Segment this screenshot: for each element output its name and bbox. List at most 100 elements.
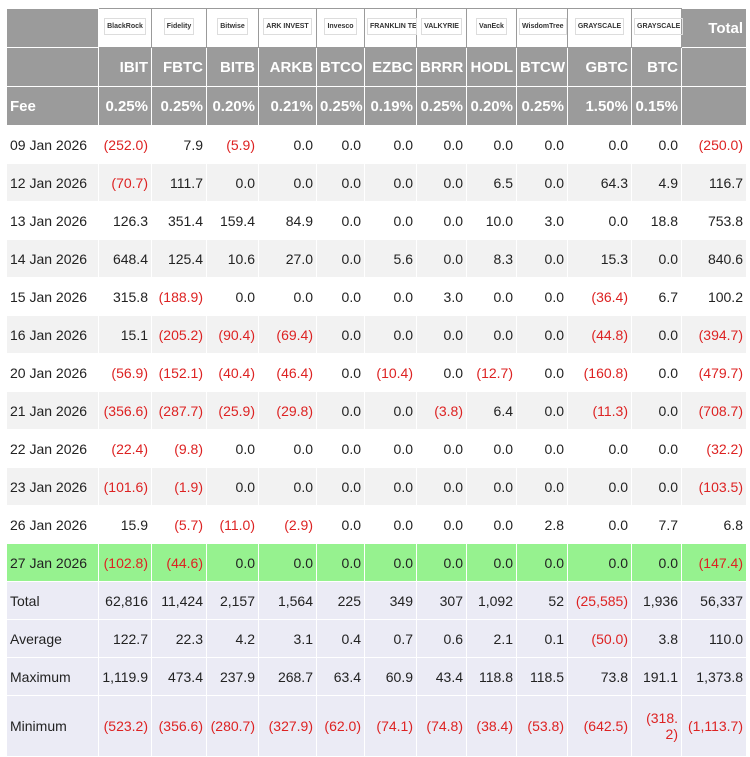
flow-value: (11.3): [567, 391, 632, 430]
flow-value: (102.8): [98, 543, 152, 582]
date: 22 Jan 2026: [6, 429, 99, 468]
corner-cell: [6, 8, 99, 48]
flow-value: 0.0: [567, 467, 632, 506]
fee-value: 0.25%: [151, 86, 207, 126]
issuer-logo-cell: BlackRock: [98, 8, 152, 48]
etf-flow-table: BlackRock Fidelity Bitwise ARK INVEST Invesc…: [6, 8, 747, 757]
flow-value: 0.0: [316, 125, 365, 164]
flow-value: 0.0: [206, 163, 259, 202]
flow-value: 0.0: [364, 391, 417, 430]
summary-value: 0.7: [364, 619, 417, 658]
ticker-row: IBIT FBTC BITB ARKB BTCO EZBC BRRR HODL BTCW GBTC…: [6, 47, 747, 87]
date: 15 Jan 2026: [6, 277, 99, 316]
flow-value: 0.0: [316, 315, 365, 354]
date: 20 Jan 2026: [6, 353, 99, 392]
flow-value: 0.0: [316, 543, 365, 582]
summary-value: 52: [516, 581, 568, 620]
summary-value: 62,816: [98, 581, 152, 620]
summary-value: (280.7): [206, 695, 259, 757]
flow-value: 0.0: [631, 467, 682, 506]
summary-value: 110.0: [681, 619, 747, 658]
summary-label: Maximum: [6, 657, 99, 696]
flow-value: 0.0: [516, 391, 568, 430]
summary-value: 1,936: [631, 581, 682, 620]
flow-value: 3.0: [416, 277, 467, 316]
flow-value: 0.0: [567, 125, 632, 164]
summary-value: 4.2: [206, 619, 259, 658]
flow-value: 648.4: [98, 239, 152, 278]
flow-value: 0.0: [316, 353, 365, 392]
flow-value: 0.0: [206, 277, 259, 316]
summary-value: 225: [316, 581, 365, 620]
corner-cell: [6, 47, 99, 87]
flow-value: (56.9): [98, 353, 152, 392]
fee-value: 0.25%: [416, 86, 467, 126]
flow-value: (1.9): [151, 467, 207, 506]
flow-value: 111.7: [151, 163, 207, 202]
flow-value: 0.0: [364, 201, 417, 240]
issuer-logo: VALKYRIE: [421, 17, 462, 35]
issuer-logo-cell: VALKYRIE: [416, 8, 467, 48]
summary-value: 268.7: [258, 657, 317, 696]
summary-value: 118.8: [466, 657, 517, 696]
flow-value: 116.7: [681, 163, 747, 202]
flow-value: (103.5): [681, 467, 747, 506]
flow-value: 6.8: [681, 505, 747, 544]
flow-row: 20 Jan 2026 (56.9) (152.1) (40.4) (46.4) 0.0(…: [6, 353, 747, 392]
flow-value: 0.0: [466, 429, 517, 468]
ticker: BTC: [631, 47, 682, 87]
summary-row: Average 122.7 22.3 4.2 3.1 0.4 0.7 0.6 2.1 0.1 (50…: [6, 619, 747, 658]
summary-value: 1,564: [258, 581, 317, 620]
flow-value: 15.9: [98, 505, 152, 544]
flow-value: 0.0: [516, 315, 568, 354]
flow-value: 6.5: [466, 163, 517, 202]
flow-value: 8.3: [466, 239, 517, 278]
flow-value: 0.0: [416, 315, 467, 354]
flow-value: (5.9): [206, 125, 259, 164]
fee-value: 0.20%: [466, 86, 517, 126]
flow-value: 0.0: [416, 505, 467, 544]
flow-value: 0.0: [316, 429, 365, 468]
flow-value: 10.6: [206, 239, 259, 278]
flow-row: 21 Jan 2026 (356.6) (287.7) (25.9) (29.8) 0.0…: [6, 391, 747, 430]
flow-value: 15.3: [567, 239, 632, 278]
summary-value: 473.4: [151, 657, 207, 696]
flow-value: 0.0: [516, 353, 568, 392]
issuer-logo-cell: Bitwise: [206, 8, 259, 48]
flow-value: 0.0: [466, 125, 517, 164]
date: 23 Jan 2026: [6, 467, 99, 506]
fee-value: 0.21%: [258, 86, 317, 126]
ticker: HODL: [466, 47, 517, 87]
flow-value: (36.4): [567, 277, 632, 316]
date: 12 Jan 2026: [6, 163, 99, 202]
flow-value: 27.0: [258, 239, 317, 278]
flow-value: 7.9: [151, 125, 207, 164]
flow-value: (44.6): [151, 543, 207, 582]
flow-value: (2.9): [258, 505, 317, 544]
summary-value: 2,157: [206, 581, 259, 620]
summary-value: (50.0): [567, 619, 632, 658]
flow-value: 64.3: [567, 163, 632, 202]
flow-value: 0.0: [416, 543, 467, 582]
flow-value: 7.7: [631, 505, 682, 544]
summary-value: (74.1): [364, 695, 417, 757]
summary-value: (356.6): [151, 695, 207, 757]
flow-value: (32.2): [681, 429, 747, 468]
summary-value: 118.5: [516, 657, 568, 696]
summary-value: 1,119.9: [98, 657, 152, 696]
ticker: BTCO: [316, 47, 365, 87]
flow-row: 14 Jan 2026 648.4 125.4 10.6 27.0 0.0 5.6 0.0 8.…: [6, 239, 747, 278]
summary-value: 1,092: [466, 581, 517, 620]
issuer-logo: Invesco: [324, 17, 357, 35]
summary-value: (523.2): [98, 695, 152, 757]
flow-value: 0.0: [364, 277, 417, 316]
summary-value: 237.9: [206, 657, 259, 696]
flow-value: 100.2: [681, 277, 747, 316]
flow-value: 0.0: [364, 163, 417, 202]
flow-value: 125.4: [151, 239, 207, 278]
flow-value: 0.0: [567, 201, 632, 240]
flow-value: 0.0: [631, 543, 682, 582]
flow-value: 0.0: [364, 505, 417, 544]
flow-value: (46.4): [258, 353, 317, 392]
flow-value: (10.4): [364, 353, 417, 392]
